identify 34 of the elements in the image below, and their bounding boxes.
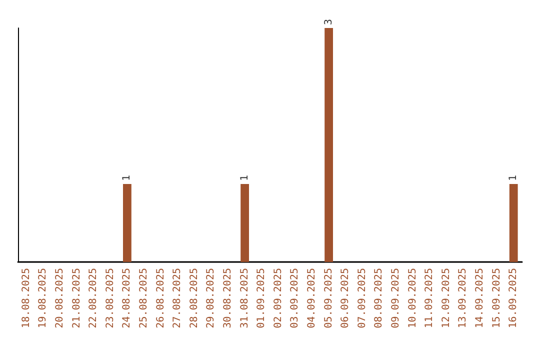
x-tick-label: 11.09.2025: [424, 268, 436, 328]
x-tick-label: 15.09.2025: [491, 268, 502, 328]
x-tick-label: 18.08.2025: [20, 268, 32, 328]
x-tick-label: 09.09.2025: [390, 268, 402, 328]
x-tick-label: 24.08.2025: [122, 268, 133, 328]
x-tick-label: 05.09.2025: [323, 268, 334, 328]
x-tick-label: 03.09.2025: [290, 268, 301, 328]
x-tick-label: 22.08.2025: [88, 268, 100, 328]
x-tick-label: 30.08.2025: [222, 268, 234, 328]
x-tick-label: 26.08.2025: [155, 268, 166, 328]
data-label: 1: [508, 174, 520, 181]
x-tick-label: 23.08.2025: [104, 268, 116, 328]
x-tick-label: 01.09.2025: [256, 268, 268, 328]
data-label: 1: [122, 174, 133, 181]
x-tick-label: 14.09.2025: [474, 268, 486, 328]
data-label: 1: [239, 174, 250, 181]
x-tick-label: 21.08.2025: [71, 268, 82, 328]
x-tick-label: 13.09.2025: [458, 268, 469, 328]
x-tick-label: 25.08.2025: [138, 268, 150, 328]
x-tick-label: 02.09.2025: [272, 268, 284, 328]
x-tick-label: 28.08.2025: [188, 268, 200, 328]
x-tick-label: 19.08.2025: [38, 268, 49, 328]
x-tick-label: 16.09.2025: [508, 268, 520, 328]
x-tick-label: 27.08.2025: [172, 268, 184, 328]
x-tick-label: 29.08.2025: [206, 268, 217, 328]
data-label: 3: [323, 18, 334, 25]
x-tick-label: 07.09.2025: [356, 268, 368, 328]
x-tick-label: 04.09.2025: [306, 268, 318, 328]
x-tick-label: 20.08.2025: [54, 268, 66, 328]
x-tick-label: 31.08.2025: [239, 268, 250, 328]
x-tick-label: 06.09.2025: [340, 268, 352, 328]
x-tick-label: 08.09.2025: [374, 268, 385, 328]
x-tick-label: 12.09.2025: [440, 268, 452, 328]
x-tick-label: 10.09.2025: [407, 268, 418, 328]
